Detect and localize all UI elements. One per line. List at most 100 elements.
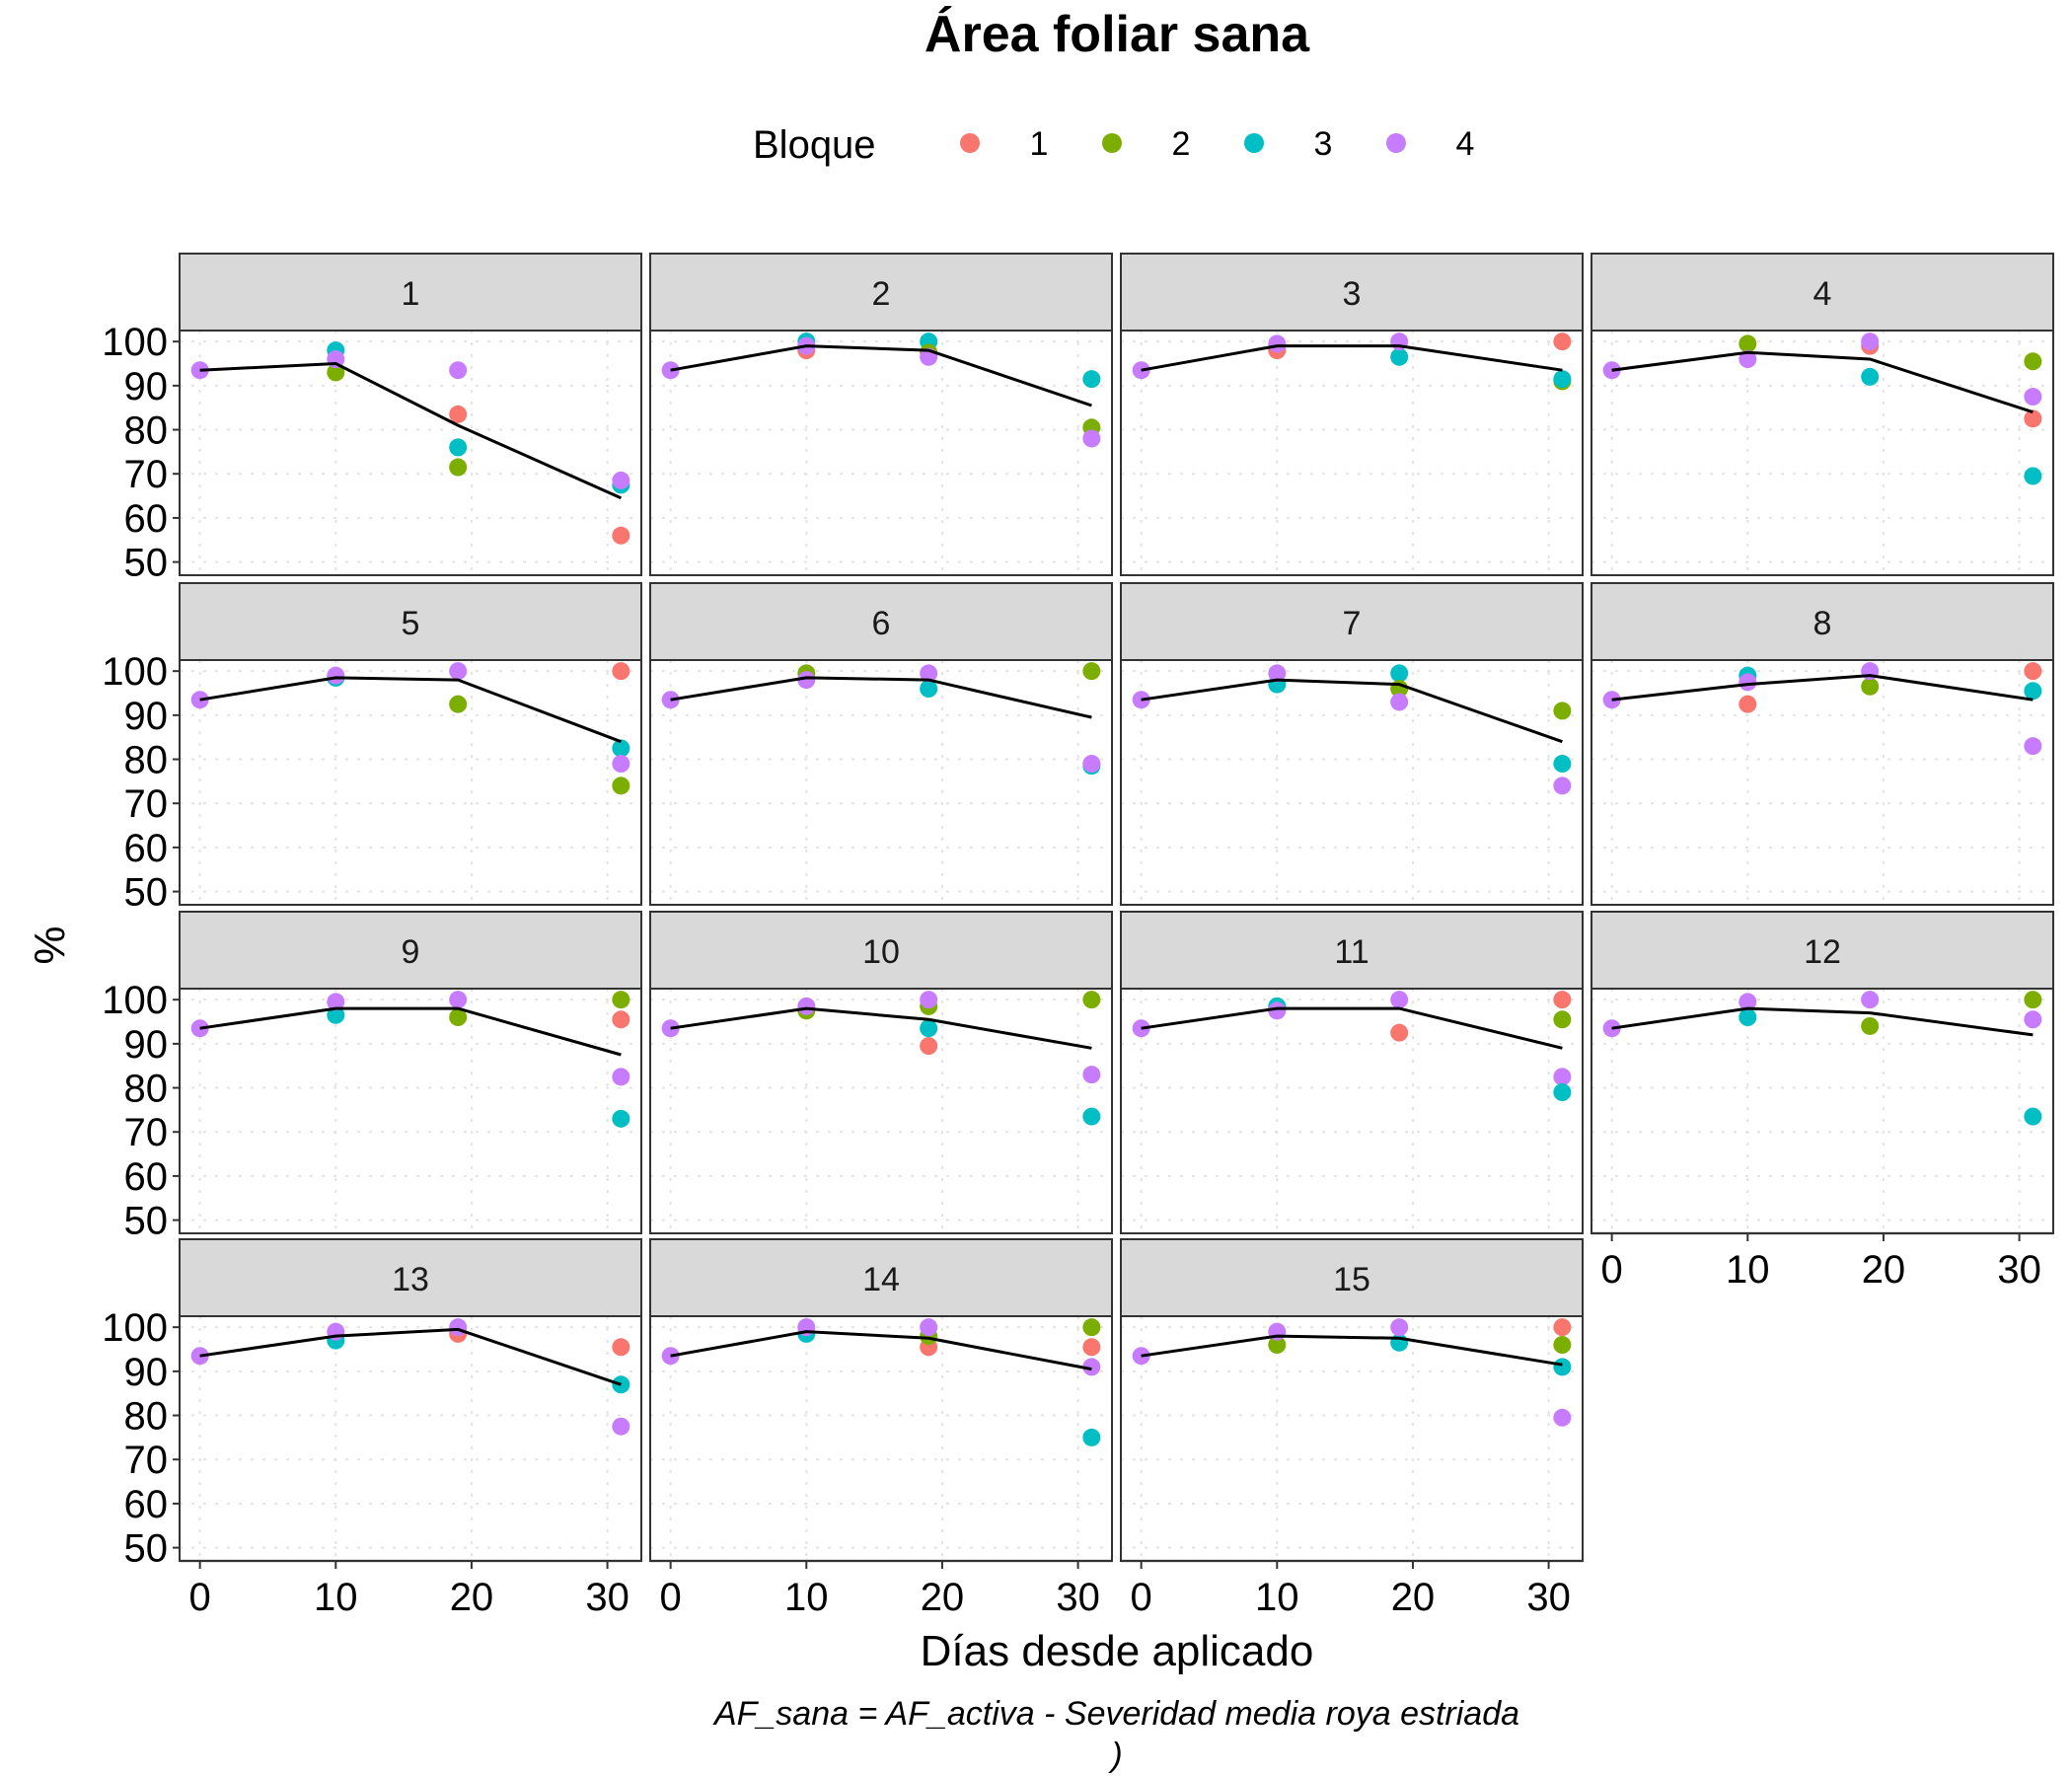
- facet-strip-label: 10: [862, 933, 900, 971]
- x-tick-label: 20: [1391, 1576, 1436, 1619]
- x-tick-label: 30: [1526, 1576, 1571, 1619]
- facet-plot-area: [1591, 660, 2053, 905]
- facet-border: [649, 988, 1113, 1234]
- data-point-bloque-3: [1739, 1008, 1757, 1027]
- x-tick-label: 0: [189, 1576, 211, 1619]
- data-point-bloque-2: [1553, 1010, 1572, 1029]
- data-point-bloque-1: [1390, 1023, 1409, 1042]
- facet-panel-14: 14 0 10 20 30: [649, 1238, 1113, 1619]
- y-tick-label: 70: [124, 1111, 169, 1154]
- mean-trend-line: [199, 1006, 622, 1057]
- facet-strip-label: 4: [1813, 275, 1832, 313]
- facet-border: [1120, 988, 1584, 1234]
- data-point-bloque-1: [449, 405, 468, 423]
- x-tick-label: 30: [1056, 1576, 1100, 1619]
- facet-strip-label: 11: [1334, 933, 1369, 971]
- mean-trend-line: [199, 361, 623, 500]
- data-point-bloque-3: [1082, 1107, 1101, 1126]
- data-point-bloque-4: [1553, 1068, 1572, 1086]
- data-point-bloque-3: [1082, 1428, 1101, 1446]
- data-point-bloque-1: [612, 1338, 630, 1357]
- facet-plot-area: [1121, 331, 1583, 575]
- x-tick-label: 10: [1255, 1576, 1299, 1619]
- data-point-bloque-4: [2024, 388, 2042, 407]
- facet-plot-area: [650, 331, 1112, 575]
- data-point-bloque-4: [797, 671, 816, 690]
- x-tick-label: 20: [450, 1576, 494, 1619]
- data-point-bloque-4: [612, 755, 630, 774]
- data-point-bloque-3: [612, 739, 630, 758]
- mean-trend-line: [670, 1006, 1092, 1050]
- facet-strip-label: 5: [402, 605, 420, 642]
- facet-panel-4: 4: [1591, 253, 2054, 576]
- data-point-bloque-2: [327, 363, 345, 382]
- data-point-bloque-2: [1082, 662, 1101, 681]
- data-point-bloque-4: [1082, 755, 1101, 774]
- y-tick-label: 100: [102, 979, 168, 1022]
- legend: Bloque 1 2 3 4: [753, 123, 1474, 167]
- data-point-bloque-3: [1390, 347, 1409, 366]
- x-tick-label: 10: [1726, 1248, 1770, 1292]
- data-point-bloque-2: [449, 695, 468, 713]
- data-point-bloque-2: [449, 1008, 468, 1027]
- data-point-bloque-4: [612, 1417, 630, 1436]
- facet-strip-label: 14: [862, 1261, 900, 1298]
- y-tick-label: 50: [124, 871, 169, 915]
- data-point-bloque-2: [1861, 677, 1880, 696]
- x-tick-label: 30: [1997, 1248, 2041, 1292]
- data-point-bloque-2: [2024, 991, 2042, 1009]
- data-point-bloque-2: [1861, 1016, 1880, 1035]
- x-axis-title: Días desde aplicado: [921, 1627, 1314, 1675]
- facet-plot-area: [180, 331, 641, 575]
- y-tick-label: 50: [124, 542, 169, 585]
- x-tick-label: 0: [660, 1576, 682, 1619]
- mean-trend-line: [670, 676, 1092, 719]
- facet-border: [179, 330, 642, 576]
- data-point-bloque-2: [1739, 334, 1757, 353]
- data-point-bloque-4: [920, 664, 938, 683]
- data-point-bloque-4: [1082, 1358, 1101, 1376]
- facet-border: [1591, 988, 2054, 1234]
- mean-trend-line: [670, 1330, 1092, 1371]
- data-point-bloque-1: [612, 662, 630, 681]
- mean-trend-line: [1141, 344, 1563, 372]
- y-tick-label: 60: [124, 1483, 169, 1526]
- data-point-bloque-4: [449, 1318, 468, 1337]
- facet-plot-area: [180, 989, 641, 1233]
- data-point-bloque-4: [1553, 777, 1572, 795]
- facet-strip-label: 12: [1804, 933, 1841, 971]
- data-point-bloque-3: [1390, 664, 1409, 683]
- facet-strip-label: 8: [1813, 605, 1832, 642]
- facet-border: [179, 1315, 642, 1562]
- facet-panel-7: 7: [1120, 582, 1584, 906]
- facet-border: [649, 659, 1113, 906]
- data-point-bloque-1: [1553, 333, 1572, 351]
- data-point-bloque-1: [2024, 409, 2042, 428]
- data-point-bloque-1: [612, 526, 630, 545]
- facet-strip-label: 1: [402, 275, 420, 313]
- facet-panel-15: 15 0 10 20 30: [1120, 1238, 1584, 1619]
- x-tick-label: 10: [314, 1576, 358, 1619]
- data-point-bloque-3: [1553, 370, 1572, 389]
- facet-strip: [649, 1238, 1113, 1317]
- data-point-bloque-2: [1082, 1318, 1101, 1337]
- data-point-bloque-3: [2024, 467, 2042, 485]
- facet-panel-6: 6: [649, 582, 1113, 906]
- facet-strip: [1591, 582, 2054, 661]
- data-point-bloque-4: [449, 662, 468, 681]
- y-tick-label: 80: [124, 739, 169, 782]
- data-point-bloque-4: [2024, 1010, 2042, 1029]
- facet-strip-label: 6: [872, 605, 891, 642]
- legend-key-3: [1244, 133, 1264, 153]
- mean-trend-line: [670, 344, 1092, 407]
- facet-plot-area: [1121, 660, 1583, 905]
- x-tick-label: 20: [1862, 1248, 1906, 1292]
- data-point-bloque-1: [1082, 1338, 1101, 1357]
- facet-strip: [179, 582, 642, 661]
- data-point-bloque-2: [612, 777, 630, 795]
- legend-key-1: [960, 133, 980, 153]
- y-tick-label: 80: [124, 1395, 169, 1439]
- facet-panel-8: 8: [1591, 582, 2054, 906]
- data-point-bloque-4: [1082, 429, 1101, 448]
